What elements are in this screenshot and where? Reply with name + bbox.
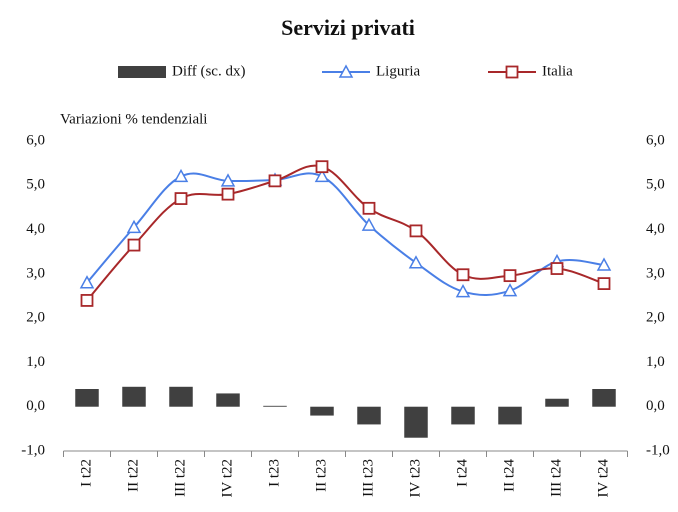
marker	[597, 277, 611, 291]
legend-label: Diff (sc. dx)	[172, 63, 245, 79]
y2-tick-label: -1,0	[646, 442, 670, 458]
bar	[122, 386, 146, 407]
y-tick-label: 5,0	[26, 177, 45, 193]
marker	[315, 160, 329, 174]
y2-tick-label: 1,0	[646, 354, 665, 370]
bar	[592, 389, 616, 407]
x-tick-label: IV t24	[595, 459, 611, 498]
bar	[545, 398, 569, 407]
x-tick-label: III t23	[360, 459, 376, 497]
legend-label: Italia	[542, 63, 573, 79]
marker	[174, 192, 188, 205]
line	[86, 172, 605, 297]
chart-title: Servizi privati	[281, 15, 415, 40]
marker	[596, 257, 612, 271]
y2-tick-label: 3,0	[646, 265, 665, 281]
legend-label: Liguria	[376, 63, 420, 79]
y-tick-label: 4,0	[26, 221, 45, 237]
x-tick-label: IV t22	[219, 459, 235, 497]
bar	[498, 406, 522, 425]
bar	[169, 386, 193, 407]
x-tick-label: III t22	[172, 459, 188, 497]
x-tick-label: II t22	[125, 459, 141, 492]
marker	[80, 294, 94, 307]
marker	[550, 262, 564, 275]
marker	[79, 275, 95, 289]
x-tick-label: II t24	[501, 459, 517, 492]
y2-tick-label: 4,0	[646, 221, 665, 237]
y2-tick-label: 0,0	[646, 398, 665, 414]
marker	[127, 238, 141, 252]
x-tick-label: I t24	[454, 459, 470, 487]
bar	[263, 405, 287, 407]
y-axis-label: Variazioni % tendenziali	[60, 111, 207, 127]
marker	[456, 268, 470, 282]
y-tick-label: -1,0	[21, 442, 45, 458]
y-tick-label: 6,0	[26, 132, 45, 148]
y2-tick-label: 6,0	[646, 132, 665, 148]
marker	[361, 217, 377, 231]
marker	[503, 269, 517, 283]
y-tick-label: 0,0	[26, 398, 45, 414]
marker	[173, 168, 189, 183]
x-tick-label: II t23	[313, 459, 329, 492]
bar	[310, 406, 334, 416]
marker	[409, 224, 423, 238]
marker	[408, 255, 424, 269]
marker	[221, 187, 235, 201]
x-tick-label: IV t23	[407, 459, 423, 497]
marker	[220, 173, 236, 187]
bar	[216, 393, 240, 407]
marker	[502, 283, 518, 297]
legend-swatch	[118, 66, 166, 78]
marker	[126, 219, 142, 234]
y2-tick-label: 2,0	[646, 310, 665, 326]
legend-marker	[338, 64, 354, 78]
marker	[362, 201, 376, 215]
marker	[268, 174, 282, 188]
x-tick-label: I t22	[78, 459, 94, 487]
bar	[404, 406, 428, 438]
x-tick-label: I t23	[266, 459, 282, 487]
y-tick-label: 1,0	[26, 354, 45, 370]
marker	[314, 168, 330, 183]
legend-marker	[505, 65, 519, 79]
x-tick-label: III t24	[548, 459, 564, 497]
marker	[455, 284, 471, 298]
y-tick-label: 3,0	[26, 265, 45, 281]
bar	[451, 406, 475, 425]
bar	[357, 406, 381, 425]
y-tick-label: 2,0	[26, 310, 45, 326]
y2-tick-label: 5,0	[646, 177, 665, 193]
bar	[75, 389, 99, 407]
